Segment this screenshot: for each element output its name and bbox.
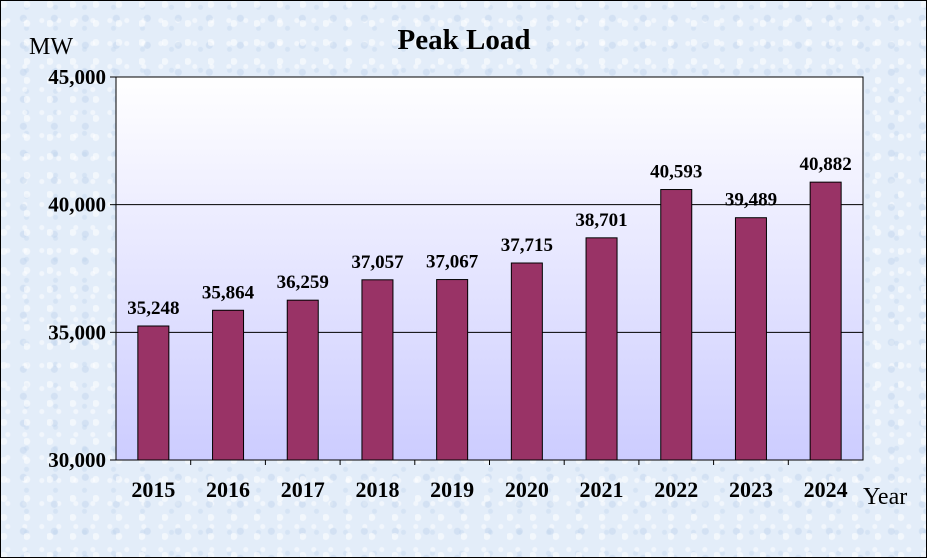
data-label: 35,248 <box>127 298 179 319</box>
data-label: 39,489 <box>725 190 777 211</box>
x-tick-label: 2015 <box>131 477 175 502</box>
y-tick-label: 35,000 <box>48 320 106 344</box>
x-tick-label: 2018 <box>355 477 399 502</box>
data-label: 40,882 <box>800 154 852 175</box>
chart-title: Peak Load <box>398 24 531 56</box>
data-label: 37,715 <box>501 235 553 256</box>
y-axis-unit-label: MW <box>29 34 73 60</box>
data-label: 35,864 <box>202 282 255 303</box>
data-label: 38,701 <box>575 210 627 231</box>
data-label: 37,067 <box>426 252 479 273</box>
bar <box>436 279 469 461</box>
data-label: 36,259 <box>277 272 329 293</box>
bar <box>734 217 767 461</box>
bar <box>809 181 842 461</box>
x-axis-label: Year <box>863 484 907 510</box>
bar <box>660 189 693 461</box>
x-tick-label: 2024 <box>804 477 848 502</box>
data-labels: 35,248 35,864 36,259 37,057 37,067 37,715 38,7… <box>127 154 852 319</box>
bar <box>585 237 618 461</box>
y-tick-label: 30,000 <box>48 448 106 472</box>
bar <box>212 309 245 461</box>
bar <box>361 279 394 461</box>
x-tick-label: 2019 <box>430 477 474 502</box>
bar <box>510 262 543 461</box>
bars <box>137 181 842 461</box>
x-tick-label: 2020 <box>505 477 549 502</box>
bar <box>137 325 170 461</box>
x-tick-label: 2017 <box>281 477 325 502</box>
y-tick-label: 40,000 <box>48 193 106 217</box>
x-tick-label: 2021 <box>580 477 624 502</box>
data-label: 40,593 <box>650 162 702 183</box>
data-label: 37,057 <box>351 252 404 273</box>
axes: 30,000 35,000 40,000 45,000 2015 2016 2017 2018… <box>48 65 847 502</box>
y-tick-label: 45,000 <box>48 65 106 89</box>
x-tick-label: 2016 <box>206 477 250 502</box>
bar <box>286 299 319 461</box>
x-tick-label: 2022 <box>654 477 698 502</box>
x-tick-label: 2023 <box>729 477 773 502</box>
